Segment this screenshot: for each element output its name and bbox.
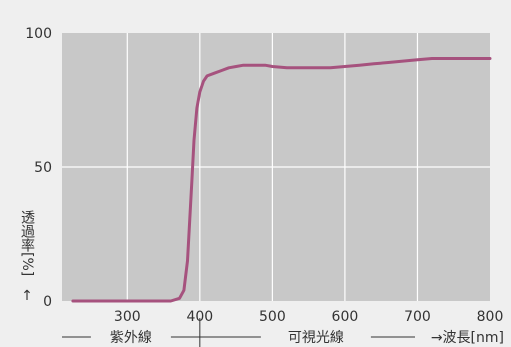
y-tick-label: 0 (43, 294, 52, 310)
region-label-visible: 可視光線 (288, 330, 344, 346)
y-tick-label: 100 (25, 26, 52, 42)
y-axis-arrow: ↑ (21, 288, 33, 304)
x-tick-label: 700 (404, 309, 431, 325)
x-axis-label: →波長[nm] (431, 330, 504, 346)
region-label-uv: 紫外線 (110, 330, 152, 346)
x-tick-label: 300 (114, 309, 141, 325)
y-axis-label: 透過率[%] (19, 210, 35, 276)
x-tick-label: 800 (477, 309, 504, 325)
y-tick-label: 50 (34, 160, 52, 176)
x-tick-label: 400 (186, 309, 213, 325)
y-tick-labels: 0 50 100 (25, 26, 52, 310)
x-tick-label: 600 (332, 309, 359, 325)
series-layer (71, 57, 492, 303)
x-tick-labels: 300 400 500 600 700 800 (114, 309, 503, 325)
x-tick-label: 500 (259, 309, 286, 325)
grid (62, 33, 490, 301)
transmittance-line (71, 57, 492, 303)
wavelength-region-bar: 紫外線 可視光線 →波長[nm] (62, 318, 504, 347)
